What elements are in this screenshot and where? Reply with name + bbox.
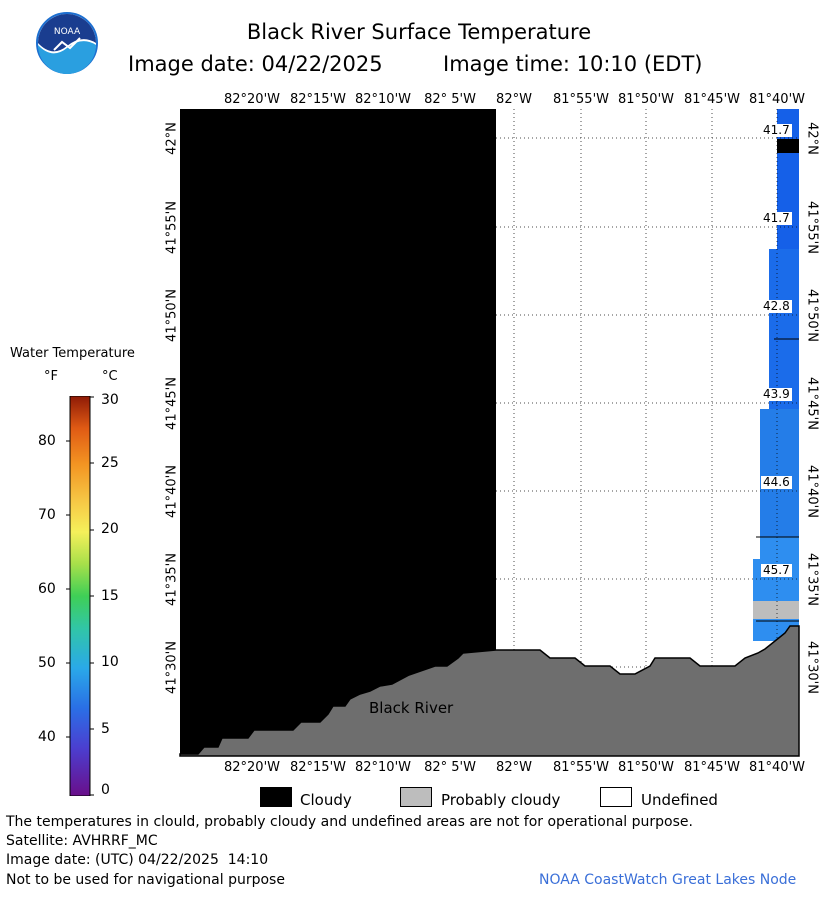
- legend-swatch-undefined: [600, 787, 632, 807]
- temp-label-2: 41.7: [761, 211, 792, 225]
- map-panel: Black River: [179, 109, 800, 757]
- colorbar-c-25: 25: [101, 455, 119, 471]
- water-cloudy-cell: [777, 139, 799, 153]
- colorbar: [66, 396, 94, 796]
- lon-bottom-2: 82°15'W: [289, 760, 346, 775]
- lon-top-6: 81°55'W: [552, 92, 609, 107]
- colorbar-c-20: 20: [101, 521, 119, 537]
- colorbar-f-50: 50: [38, 655, 56, 671]
- colorbar-c-10: 10: [101, 654, 119, 670]
- lat-right-5: 41°40'N: [804, 465, 820, 518]
- water-strip-1: [777, 153, 799, 249]
- lon-bottom-5: 82°W: [496, 760, 532, 775]
- legend-label-undefined: Undefined: [641, 791, 718, 809]
- lat-left-1: 42°N: [164, 122, 180, 155]
- legend-label-probably-cloudy: Probably cloudy: [441, 791, 561, 809]
- water-strip-2: [769, 249, 799, 409]
- lat-left-3: 41°50'N: [164, 289, 180, 342]
- lon-top-4: 82° 5'W: [424, 92, 476, 107]
- colorbar-c-30: 30: [101, 392, 119, 408]
- land-area: [179, 625, 800, 757]
- colorbar-c-5: 5: [101, 721, 110, 737]
- legend-swatch-probably-cloudy: [400, 787, 432, 807]
- lat-right-7: 41°30'N: [804, 641, 820, 694]
- lat-left-7: 41°30'N: [164, 641, 180, 694]
- image-time: Image time: 10:10 (EDT): [443, 52, 703, 76]
- lon-bottom-3: 82°10'W: [354, 760, 411, 775]
- temp-label-1: 41.7: [761, 123, 792, 137]
- lat-right-2: 41°55'N: [804, 201, 820, 254]
- legend-label-cloudy: Cloudy: [300, 791, 352, 809]
- colorbar-unit-f: °F: [44, 369, 58, 384]
- lon-top-7: 81°50'W: [617, 92, 674, 107]
- lon-top-8: 81°45'W: [683, 92, 740, 107]
- lon-bottom-4: 82° 5'W: [424, 760, 476, 775]
- water-strip-3: [760, 409, 799, 537]
- noaa-logo: NOAA: [36, 12, 98, 74]
- colorbar-f-80: 80: [38, 433, 56, 449]
- temp-label-4: 43.9: [761, 387, 792, 401]
- temp-label-3: 42.8: [761, 299, 792, 313]
- lon-top-3: 82°10'W: [354, 92, 411, 107]
- footer-credit-link[interactable]: NOAA CoastWatch Great Lakes Node: [539, 872, 797, 888]
- lat-right-4: 41°45'N: [804, 377, 820, 430]
- lat-left-2: 41°55'N: [164, 201, 180, 254]
- colorbar-f-40: 40: [38, 729, 56, 745]
- lon-bottom-8: 81°45'W: [683, 760, 740, 775]
- lat-left-5: 41°40'N: [164, 465, 180, 518]
- footer-disclaimer: The temperatures in clould, probably clo…: [6, 814, 693, 830]
- cloudy-area: [180, 109, 496, 756]
- colorbar-c-15: 15: [101, 588, 119, 604]
- image-date: Image date: 04/22/2025: [128, 52, 383, 76]
- colorbar-f-60: 60: [38, 581, 56, 597]
- colorbar-title: Water Temperature: [10, 346, 135, 361]
- lon-bottom-1: 82°20'W: [223, 760, 280, 775]
- lon-bottom-9: 81°40'W: [748, 760, 805, 775]
- lon-top-9: 81°40'W: [748, 92, 805, 107]
- colorbar-unit-c: °C: [102, 369, 118, 384]
- footer-nav-warning: Not to be used for navigational purpose: [6, 872, 285, 888]
- colorbar-c-0: 0: [101, 782, 110, 798]
- black-river-marker: [365, 681, 375, 691]
- svg-text:NOAA: NOAA: [54, 27, 81, 37]
- lat-right-6: 41°35'N: [804, 553, 820, 606]
- lon-bottom-6: 81°55'W: [552, 760, 609, 775]
- temp-label-6: 45.7: [761, 563, 792, 577]
- water-tick-marks: [756, 338, 799, 622]
- footer-utc-date: Image date: (UTC) 04/22/2025 14:10: [6, 852, 269, 868]
- legend-swatch-cloudy: [260, 787, 292, 807]
- probably-cloudy-area: [753, 601, 799, 619]
- temp-label-5: 44.6: [761, 475, 792, 489]
- lon-top-1: 82°20'W: [223, 92, 280, 107]
- lon-top-2: 82°15'W: [289, 92, 346, 107]
- lon-bottom-7: 81°50'W: [617, 760, 674, 775]
- lat-right-3: 41°50'N: [804, 289, 820, 342]
- footer-satellite: Satellite: AVHRRF_MC: [6, 833, 158, 849]
- page-title: Black River Surface Temperature: [246, 20, 592, 44]
- lat-left-4: 41°45'N: [164, 377, 180, 430]
- place-label-black-river: Black River: [369, 699, 454, 717]
- lat-left-6: 41°35'N: [164, 553, 180, 606]
- colorbar-f-70: 70: [38, 507, 56, 523]
- lat-right-1: 42°N: [804, 122, 820, 155]
- lon-top-5: 82°W: [496, 92, 532, 107]
